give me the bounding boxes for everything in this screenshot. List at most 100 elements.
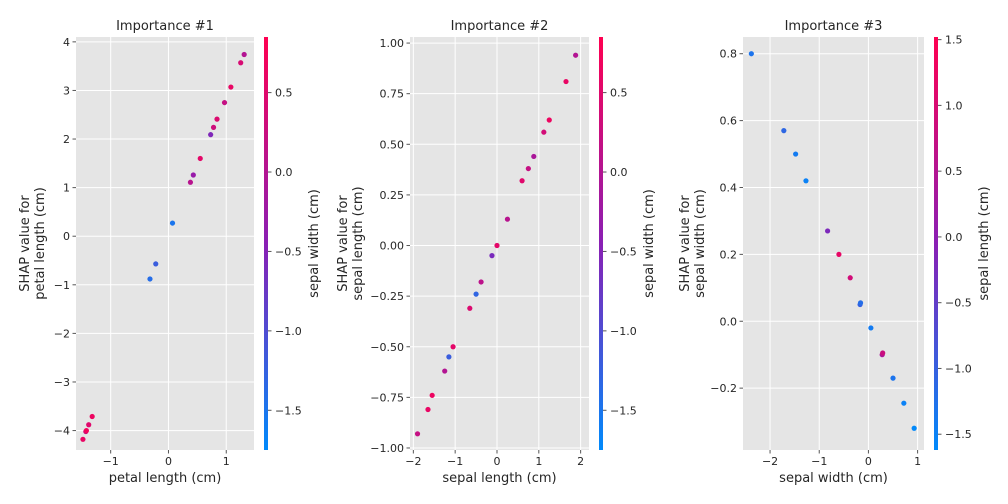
- x-tick-label: 1: [914, 455, 921, 468]
- colorbar-tick-label: 0.0: [610, 166, 628, 179]
- scatter-point: [467, 305, 473, 311]
- y-axis-label: sepal width (cm): [693, 189, 708, 298]
- scatter-point: [238, 60, 244, 66]
- scatter-point: [847, 275, 853, 281]
- scatter-point: [546, 117, 552, 123]
- scatter-point: [489, 253, 495, 259]
- y-tick-label: 0.4: [720, 181, 738, 194]
- y-tick-label: 0.6: [720, 115, 738, 128]
- colorbar-label: sepal length (cm): [977, 186, 992, 300]
- x-tick-label: 0: [865, 455, 872, 468]
- scatter-point: [519, 178, 525, 184]
- plot-area: [410, 37, 589, 450]
- scatter-point: [241, 51, 247, 58]
- scatter-point: [803, 178, 809, 184]
- colorbar-tick-label: 1.0: [945, 99, 963, 112]
- x-axis-label: sepal length (cm): [442, 471, 556, 486]
- scatter-point: [563, 78, 569, 85]
- scatter-point: [446, 354, 452, 360]
- scatter-point: [531, 153, 537, 160]
- scatter-point: [210, 124, 217, 130]
- scatter-point: [836, 251, 842, 257]
- y-tick-label: −0.75: [370, 391, 404, 404]
- colorbar-tick-label: −0.5: [610, 245, 637, 258]
- colorbar: [934, 37, 938, 450]
- scatter-point: [890, 375, 896, 381]
- x-tick-label: −1: [103, 455, 119, 468]
- y-axis-label: SHAP value for: [18, 195, 33, 292]
- x-tick-label: −2: [405, 455, 421, 468]
- y-tick-label: 0.00: [380, 240, 405, 253]
- scatter-point: [86, 422, 92, 428]
- y-tick-label: 1.00: [380, 37, 405, 50]
- colorbar-tick-label: 0.0: [275, 166, 293, 179]
- y-tick-label: 3: [63, 84, 70, 97]
- scatter-point: [573, 52, 579, 58]
- scatter-point: [187, 179, 194, 185]
- x-tick-label: 1: [535, 455, 542, 468]
- colorbar-tick-label: −1.5: [610, 404, 637, 417]
- chart-panel-1: Importance #1 −1 0 1 −4 −3 −2 −1 0 1 2 3 4 petal leng…: [18, 19, 322, 486]
- scatter-point: [494, 242, 500, 249]
- colorbar-tick-label: 0.5: [945, 165, 963, 178]
- x-axis-label: sepal width (cm): [779, 471, 888, 486]
- scatter-point: [901, 400, 907, 406]
- x-axis-label: petal length (cm): [109, 471, 222, 486]
- x-tick-label: 0: [165, 455, 172, 468]
- y-tick-label: −0.2: [710, 382, 737, 395]
- y-tick-label: 0.8: [720, 48, 738, 61]
- scatter-point: [153, 261, 159, 267]
- colorbar-tick-label: 0.0: [945, 231, 963, 244]
- x-tick-label: 2: [577, 455, 584, 468]
- colorbar: [599, 37, 603, 450]
- x-tick-label: −1: [811, 455, 827, 468]
- scatter-point: [80, 436, 86, 442]
- scatter-point: [214, 116, 220, 122]
- y-tick-label: 4: [63, 36, 70, 49]
- scatter-point: [89, 413, 95, 420]
- colorbar-tick-label: 1.5: [945, 34, 963, 47]
- plot-area: [743, 37, 924, 450]
- colorbar-tick-label: −1.0: [945, 362, 972, 375]
- colorbar-tick-label: −1.5: [945, 428, 972, 441]
- scatter-point: [478, 279, 484, 285]
- scatter-point: [83, 427, 90, 434]
- y-tick-label: 0.2: [720, 248, 738, 261]
- y-tick-label: −0.25: [370, 290, 404, 303]
- colorbar-tick-label: −1.0: [610, 325, 637, 338]
- scatter-point: [228, 84, 234, 90]
- y-tick-label: 0: [63, 230, 70, 243]
- scatter-point: [880, 350, 886, 356]
- y-tick-label: 1: [63, 182, 70, 195]
- y-tick-label: −2: [54, 327, 70, 340]
- colorbar-tick-label: −1.5: [275, 404, 302, 417]
- y-axis-label: SHAP value for: [336, 195, 351, 292]
- y-tick-label: −0.50: [370, 341, 404, 354]
- y-tick-label: −4: [54, 425, 70, 438]
- scatter-point: [414, 431, 421, 437]
- plot-area: [76, 37, 254, 450]
- scatter-point: [147, 276, 153, 282]
- y-tick-label: −3: [54, 376, 70, 389]
- scatter-point: [190, 172, 196, 178]
- scatter-point: [208, 132, 214, 138]
- scatter-point: [525, 165, 531, 172]
- scatter-point: [504, 216, 511, 222]
- y-tick-label: 2: [63, 133, 70, 146]
- colorbar-tick-label: −0.5: [275, 245, 302, 258]
- y-tick-label: −1: [54, 279, 70, 292]
- colorbar-label: sepal width (cm): [642, 189, 657, 298]
- chart-title: Importance #3: [785, 19, 883, 34]
- y-tick-label: −1.00: [370, 442, 404, 455]
- scatter-point: [442, 368, 448, 374]
- x-tick-label: 0: [493, 455, 500, 468]
- colorbar-tick-label: −0.5: [945, 297, 972, 310]
- y-tick-label: 0.50: [380, 138, 405, 151]
- colorbar-tick-label: −1.0: [275, 325, 302, 338]
- scatter-point: [857, 300, 864, 306]
- scatter-point: [221, 99, 228, 106]
- scatter-point: [911, 425, 917, 431]
- colorbar-tick-label: 0.5: [275, 87, 293, 100]
- chart-panel-2: Importance #2 −2 −1 0 1 2 −1.00 −0.75 −0.50 −0.25…: [336, 19, 657, 486]
